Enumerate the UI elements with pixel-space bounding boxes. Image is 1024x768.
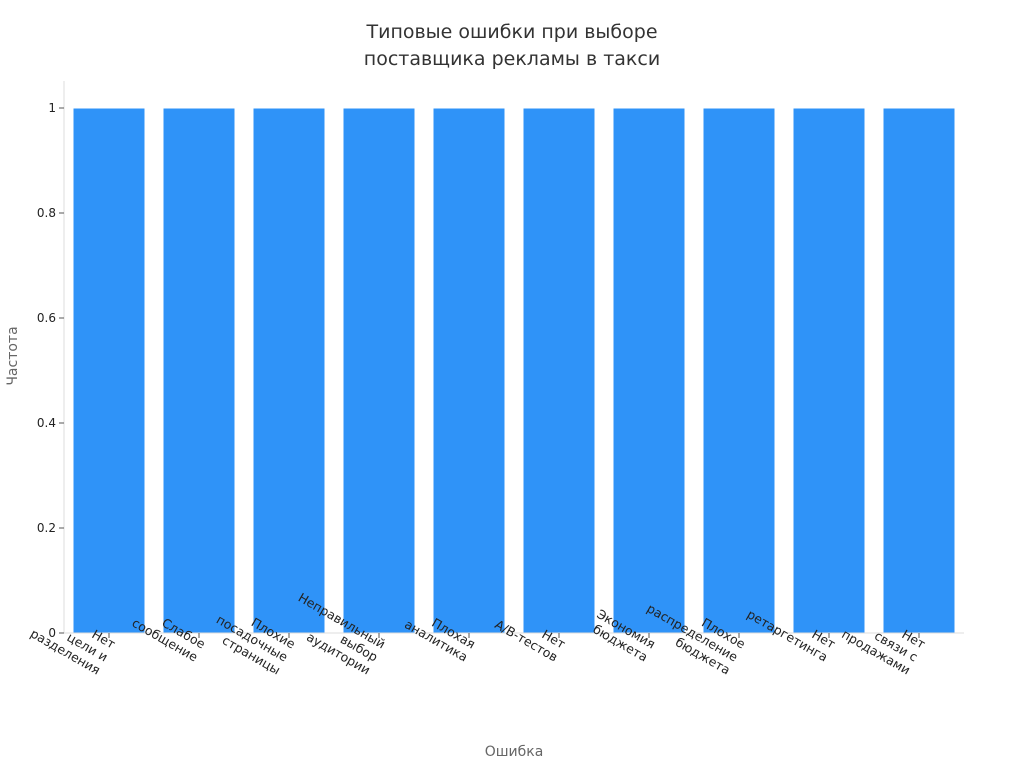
bar [432,107,506,634]
y-axis-title: Частота [5,326,21,385]
x-axis-title: Ошибка [485,744,544,760]
y-tick-label: 0.8 [37,206,56,220]
bar [162,107,236,634]
bar [342,107,416,634]
bars-group [72,107,956,634]
bar [702,107,776,634]
y-tick-label: 0.4 [37,416,56,430]
axes-group [63,81,964,634]
chart-title-line-2: поставщика рекламы в такси [363,48,661,70]
chart-title-line-1: Типовые ошибки при выборе [366,21,658,43]
bar [612,107,686,634]
y-ticks-group: 0 0.2 0.4 0.6 0.8 1 [37,101,64,640]
y-tick-label: 0.6 [37,311,56,325]
bar [882,107,956,634]
x-tick-label: Нетцели иразделения [28,600,118,678]
y-tick-label: 0 [48,626,56,640]
bar [252,107,326,634]
bar [72,107,146,634]
y-tick-label: 0.2 [37,521,56,535]
bar [792,107,866,634]
y-tick-label: 1 [48,101,56,115]
bar [522,107,596,634]
